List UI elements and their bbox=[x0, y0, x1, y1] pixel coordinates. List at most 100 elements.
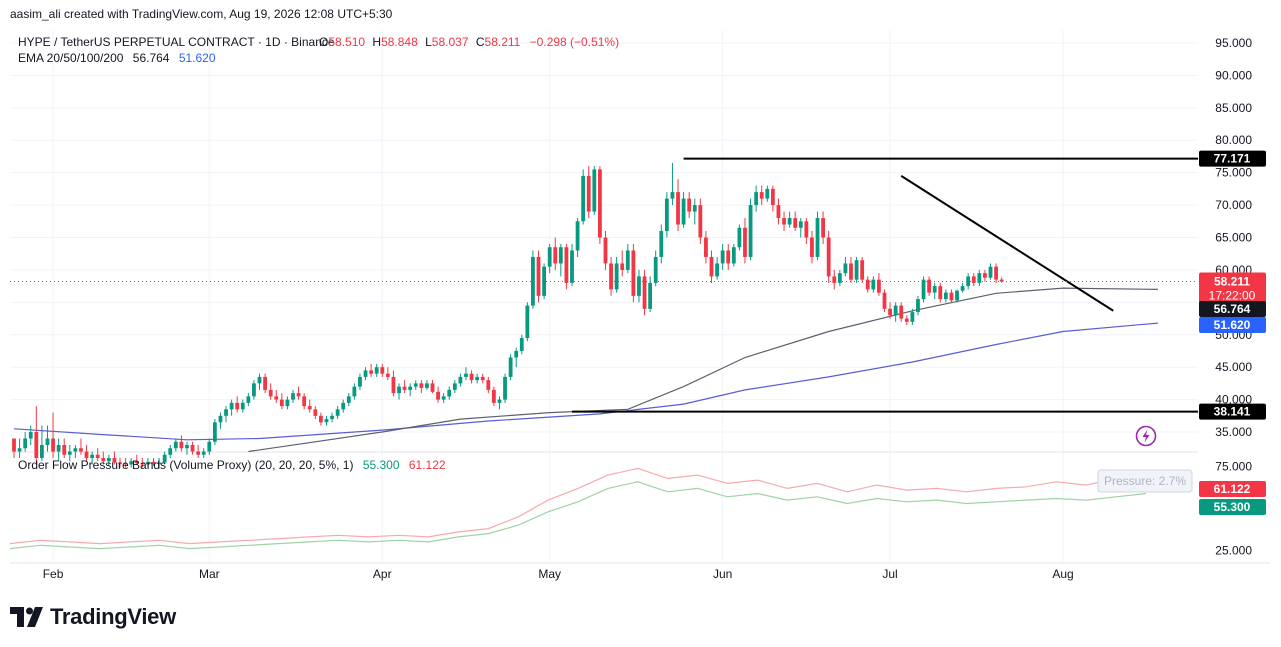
candle bbox=[748, 198, 753, 261]
candle bbox=[23, 432, 28, 452]
candle bbox=[737, 224, 742, 251]
candle-body bbox=[687, 198, 692, 212]
candle bbox=[51, 412, 55, 458]
candle bbox=[146, 457, 150, 468]
candle bbox=[804, 218, 809, 244]
candle-body bbox=[798, 221, 803, 228]
candle bbox=[218, 412, 223, 429]
price-chart[interactable]: 95.000 90.000 85.000 80.000 75.000 70.000 65.0… bbox=[0, 0, 1281, 600]
candle-body bbox=[754, 192, 759, 206]
candle bbox=[45, 425, 50, 452]
candle bbox=[877, 273, 881, 296]
candle-body bbox=[943, 292, 948, 300]
candle-body bbox=[882, 292, 887, 309]
candle-body bbox=[212, 422, 217, 442]
candle-body bbox=[430, 383, 435, 392]
candle bbox=[90, 451, 95, 465]
candle bbox=[441, 393, 446, 403]
price-axis[interactable]: 95.000 90.000 85.000 80.000 75.000 70.000 65.0… bbox=[1215, 36, 1252, 439]
legend-ema: EMA 20/50/100/200 56.764 51.620 bbox=[18, 51, 216, 65]
candle bbox=[910, 308, 915, 326]
candle bbox=[179, 435, 184, 452]
candle bbox=[185, 441, 189, 455]
candle bbox=[932, 282, 937, 300]
candle bbox=[865, 276, 870, 293]
pressure-tooltip: Pressure: 2.7% bbox=[1097, 469, 1193, 493]
trend-line[interactable] bbox=[900, 175, 1114, 312]
candle-body bbox=[235, 402, 240, 410]
candle bbox=[916, 295, 920, 316]
candle-body bbox=[720, 250, 725, 264]
candle bbox=[927, 276, 932, 296]
candle bbox=[34, 406, 39, 465]
candle bbox=[849, 256, 853, 283]
candle-body bbox=[151, 461, 156, 464]
candle-body bbox=[910, 312, 915, 322]
candle-body bbox=[614, 263, 619, 290]
badge-last-price-bg bbox=[1199, 272, 1266, 304]
candle bbox=[257, 373, 262, 390]
candle-body bbox=[168, 448, 173, 455]
badge-support: 38.141 bbox=[1199, 403, 1266, 420]
candle-body bbox=[56, 445, 61, 452]
badge-osc-upper-bg bbox=[1199, 481, 1266, 497]
candle bbox=[67, 445, 72, 462]
time-axis[interactable]: Feb Mar Apr May Jun Jul Aug bbox=[43, 567, 1074, 581]
candle-body bbox=[770, 188, 775, 206]
candle-body bbox=[676, 192, 680, 225]
candle bbox=[921, 276, 926, 303]
candle-body bbox=[503, 376, 507, 400]
oscillator-tick-label: 75.000 bbox=[1215, 460, 1252, 474]
candle bbox=[536, 250, 541, 303]
candle bbox=[307, 399, 312, 413]
candle bbox=[843, 256, 848, 277]
candle bbox=[826, 231, 831, 283]
candle bbox=[296, 386, 301, 400]
candle-body bbox=[425, 383, 429, 388]
candle bbox=[531, 250, 535, 309]
candle-body bbox=[519, 338, 524, 351]
candle-body bbox=[893, 305, 898, 316]
price-tick-label: 85.000 bbox=[1215, 101, 1252, 115]
candle bbox=[642, 269, 647, 316]
candle-body bbox=[302, 396, 307, 407]
candle bbox=[425, 380, 429, 390]
candle-body bbox=[949, 292, 954, 301]
candle-body bbox=[570, 250, 574, 283]
candle-body bbox=[45, 438, 50, 445]
candle bbox=[821, 211, 825, 244]
candle bbox=[464, 367, 468, 381]
price-tick-label: 40.000 bbox=[1215, 393, 1252, 407]
candle-body bbox=[988, 266, 993, 278]
candle-body bbox=[609, 263, 613, 290]
candle bbox=[285, 396, 290, 410]
candle-body bbox=[51, 438, 55, 452]
candle bbox=[324, 415, 329, 426]
badge-label: 56.764 bbox=[1214, 302, 1251, 316]
candle-body bbox=[274, 396, 279, 400]
candle bbox=[162, 451, 167, 465]
candle bbox=[715, 256, 719, 280]
badge-resistance: 77.171 bbox=[1199, 150, 1266, 167]
candle-body bbox=[229, 402, 234, 410]
candle bbox=[335, 406, 340, 420]
ema-lines bbox=[13, 287, 1158, 453]
candle bbox=[854, 256, 859, 283]
candle-body bbox=[637, 276, 641, 296]
price-tick-label: 70.000 bbox=[1215, 198, 1252, 212]
drawings[interactable] bbox=[10, 157, 1198, 413]
time-tick-label: May bbox=[538, 567, 561, 581]
candle bbox=[56, 438, 61, 462]
candle bbox=[575, 218, 580, 257]
lightning-icon[interactable] bbox=[1135, 425, 1157, 447]
candle-body bbox=[558, 247, 563, 264]
candle-body bbox=[112, 457, 117, 463]
legend: HYPE / TetherUS PERPETUAL CONTRACT · 1D … bbox=[18, 35, 619, 472]
candle bbox=[525, 302, 530, 342]
attribution-text: aasim_ali created with TradingView.com, … bbox=[10, 7, 393, 21]
candle-body bbox=[363, 370, 368, 377]
candle bbox=[346, 393, 351, 407]
candle bbox=[603, 231, 608, 270]
candle-body bbox=[698, 205, 703, 238]
candle bbox=[84, 445, 89, 462]
